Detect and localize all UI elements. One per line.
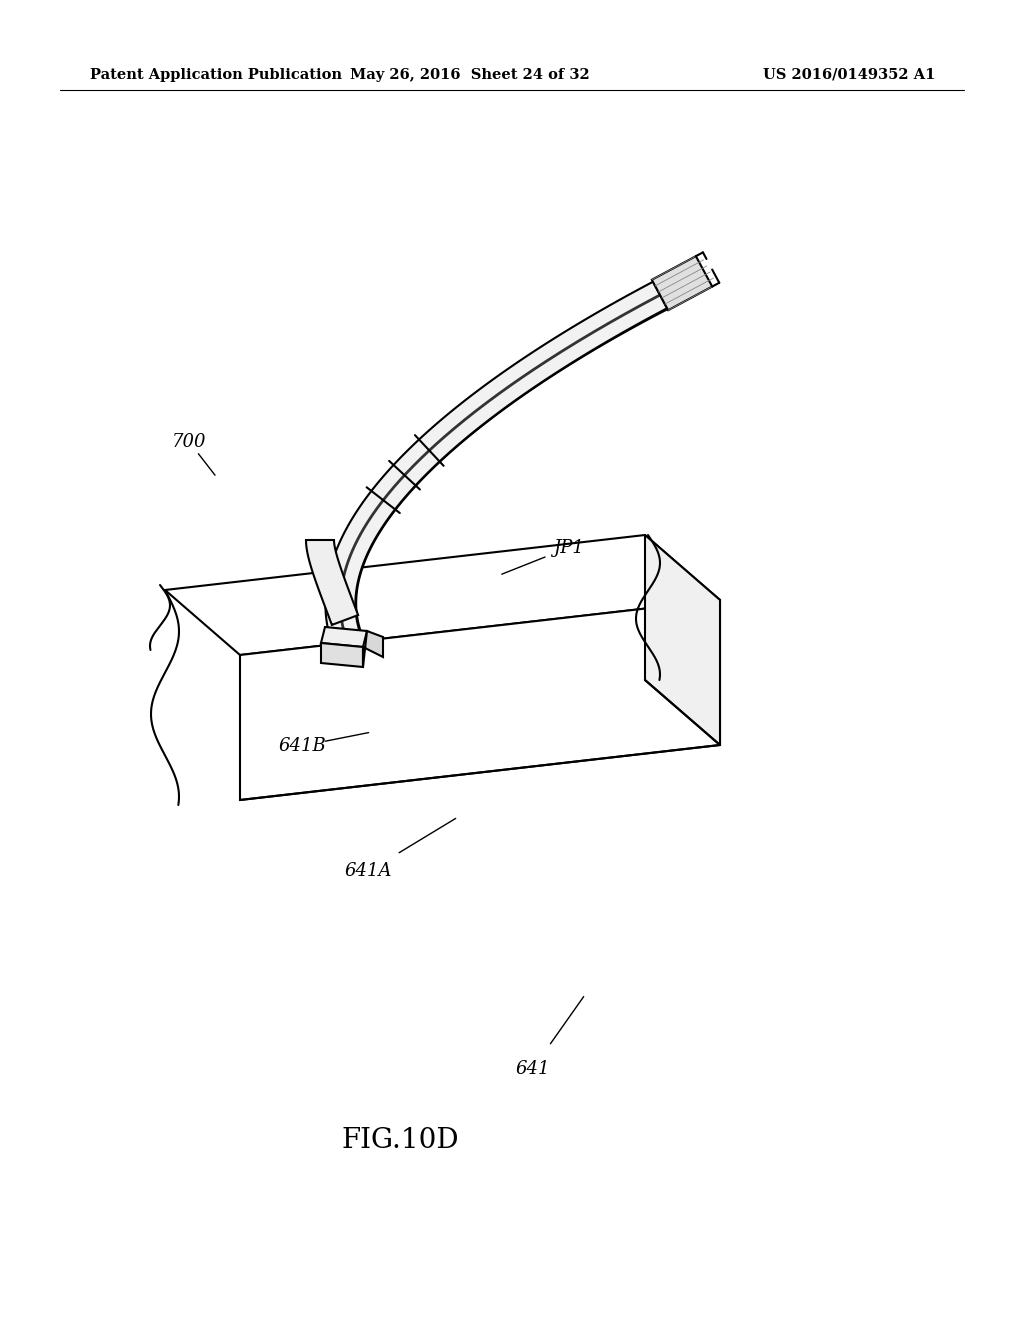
Text: Patent Application Publication: Patent Application Publication (90, 69, 342, 82)
Text: May 26, 2016  Sheet 24 of 32: May 26, 2016 Sheet 24 of 32 (350, 69, 590, 82)
Text: 641A: 641A (345, 862, 392, 880)
Polygon shape (362, 631, 383, 667)
Polygon shape (340, 294, 668, 635)
Polygon shape (652, 256, 713, 310)
Text: 641: 641 (515, 1060, 550, 1078)
Text: FIG.10D: FIG.10D (341, 1126, 459, 1154)
Polygon shape (321, 643, 362, 667)
Text: US 2016/0149352 A1: US 2016/0149352 A1 (763, 69, 935, 82)
Polygon shape (321, 627, 367, 647)
Text: JP1: JP1 (553, 539, 584, 557)
Text: 700: 700 (172, 433, 207, 451)
Polygon shape (326, 281, 667, 639)
Polygon shape (306, 540, 358, 624)
Polygon shape (165, 535, 720, 655)
Polygon shape (645, 535, 720, 744)
Text: 641B: 641B (279, 737, 326, 755)
Polygon shape (240, 601, 720, 800)
